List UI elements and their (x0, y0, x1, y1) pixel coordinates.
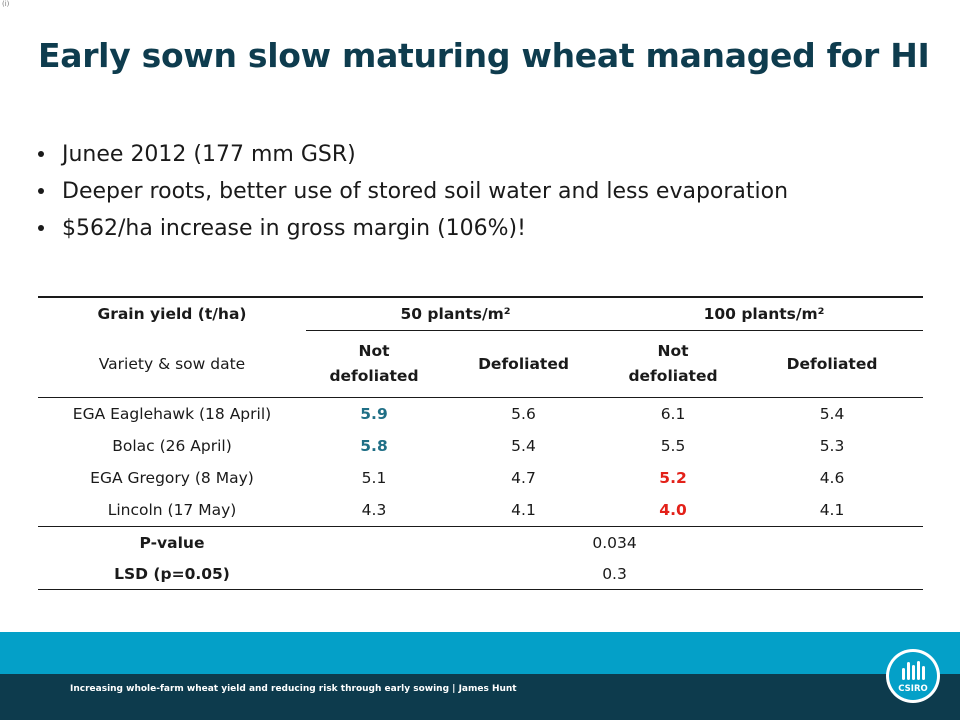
not-defoliated-50-header: Not defoliated (306, 331, 442, 398)
bullet-list: Junee 2012 (177 mm GSR) Deeper roots, be… (38, 136, 788, 247)
value-cell: 4.1 (511, 500, 536, 519)
not-defoliated-100-header: Not defoliated (605, 331, 741, 398)
value-cell: 5.3 (819, 436, 845, 455)
bullet-item: $562/ha increase in gross margin (106%)! (38, 210, 788, 247)
variety-cell: EGA Gregory (8 May) (90, 468, 254, 487)
value-cell: 5.4 (511, 436, 536, 455)
footer-text: Increasing whole-farm wheat yield and re… (70, 684, 517, 694)
bullet-text: $562/ha increase in gross margin (106%)! (62, 216, 526, 241)
variety-cell: Lincoln (17 May) (107, 500, 237, 519)
pvalue-cell: 0.034 (306, 525, 924, 559)
value-cell: 5.2 (659, 468, 687, 487)
group-100-header: 100 plants/m² (605, 296, 924, 331)
value-cell: 5.5 (660, 436, 686, 455)
grain-yield-header: Grain yield (t/ha) (38, 296, 306, 331)
value-cell: 4.6 (819, 468, 845, 487)
value-cell: 4.7 (511, 468, 536, 487)
value-cell: 5.9 (306, 396, 442, 430)
pvalue-row: P-value 0.034 (38, 525, 924, 559)
bullet-item: Deeper roots, better use of stored soil … (38, 173, 788, 210)
value-cell: 5.1 (361, 468, 387, 487)
table-header-row: Grain yield (t/ha) 50 plants/m² 100 plan… (38, 296, 924, 331)
defoliated-100-header: Defoliated (786, 354, 878, 373)
table-row: Bolac (26 April) 5.8 5.4 5.5 5.3 (38, 430, 923, 462)
footer-accent-band (0, 632, 960, 674)
table-subheader-row: Variety & sow date Not defoliated Defolia… (38, 331, 923, 398)
lsd-label: LSD (p=0.05) (38, 558, 306, 590)
bullet-dot-icon (38, 225, 44, 231)
slide-title: Early sown slow maturing wheat managed f… (38, 36, 930, 75)
bullet-item: Junee 2012 (177 mm GSR) (38, 136, 788, 173)
not-label: Not (358, 341, 390, 360)
defoliated-label: defoliated (628, 366, 718, 385)
table-row: Lincoln (17 May) 4.3 4.1 4.0 4.1 (38, 494, 923, 527)
csiro-logo-icon: CSIRO (886, 649, 940, 703)
bullet-dot-icon (38, 188, 44, 194)
defoliated-50-header: Defoliated (478, 354, 569, 373)
bullet-text: Junee 2012 (177 mm GSR) (62, 142, 356, 167)
pvalue-label: P-value (38, 525, 306, 559)
table-row: EGA Eaglehawk (18 April) 5.9 5.6 6.1 5.4 (38, 396, 924, 430)
lsd-cell: 0.3 (306, 558, 924, 590)
table-row: EGA Gregory (8 May) 5.1 4.7 5.2 4.6 (38, 462, 923, 494)
value-cell: 4.3 (361, 500, 387, 519)
corner-mark: (i) (2, 0, 10, 8)
bullet-dot-icon (38, 151, 44, 157)
footer: Increasing whole-farm wheat yield and re… (0, 632, 960, 720)
variety-cell: EGA Eaglehawk (18 April) (38, 396, 306, 430)
group-50-header: 50 plants/m² (306, 296, 606, 331)
value-cell: 5.8 (360, 436, 388, 455)
bullet-text: Deeper roots, better use of stored soil … (62, 179, 789, 204)
variety-header: Variety & sow date (98, 354, 246, 373)
footer-band (0, 674, 960, 720)
value-cell: 5.6 (442, 396, 606, 430)
csiro-logo-text: CSIRO (898, 684, 927, 694)
value-cell: 5.4 (741, 396, 924, 430)
defoliated-label: defoliated (329, 366, 419, 385)
value-cell: 4.1 (819, 500, 845, 519)
not-label: Not (657, 341, 689, 360)
variety-cell: Bolac (26 April) (112, 436, 232, 455)
value-cell: 6.1 (605, 396, 742, 430)
yield-table: Grain yield (t/ha) 50 plants/m² 100 plan… (38, 296, 924, 590)
value-cell: 4.0 (659, 500, 687, 519)
lsd-row: LSD (p=0.05) 0.3 (38, 558, 924, 590)
